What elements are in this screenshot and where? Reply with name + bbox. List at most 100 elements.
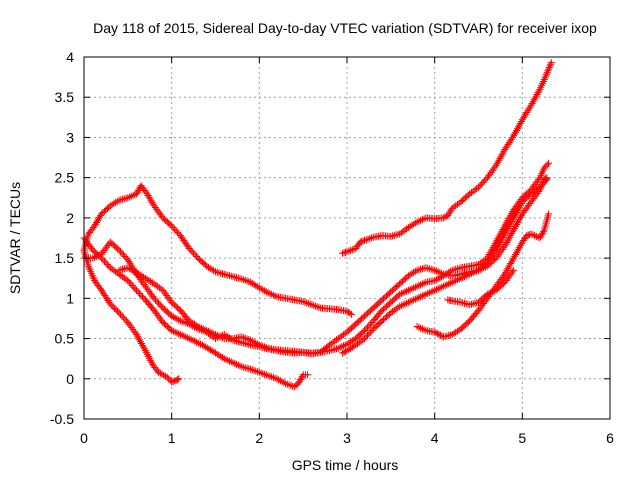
data-point-track-e bbox=[157, 285, 165, 293]
data-point-track-f bbox=[362, 333, 370, 341]
data-point-track-f bbox=[471, 268, 479, 276]
data-point-track-e bbox=[540, 164, 548, 172]
data-point-track-c bbox=[136, 290, 143, 297]
data-point-track-g bbox=[530, 96, 538, 104]
data-point-track-f bbox=[452, 277, 460, 285]
data-point-track-c bbox=[101, 257, 108, 265]
data-point-track-c bbox=[130, 283, 138, 291]
data-point-track-f bbox=[448, 278, 456, 286]
data-point-track-b bbox=[84, 262, 92, 270]
data-point-track-b bbox=[169, 378, 177, 385]
data-point-track-f bbox=[507, 219, 515, 227]
data-point-track-a bbox=[299, 298, 307, 306]
data-point-track-f bbox=[438, 283, 446, 291]
data-point-track-c bbox=[105, 262, 113, 270]
data-point-track-g bbox=[439, 214, 447, 222]
data-point-track-g bbox=[535, 87, 543, 95]
data-point-track-f bbox=[543, 175, 551, 183]
data-point-track-c bbox=[236, 362, 244, 370]
data-point-track-d bbox=[510, 226, 518, 234]
data-point-track-e bbox=[415, 282, 423, 289]
data-point-track-c bbox=[297, 374, 305, 382]
data-point-track-h bbox=[516, 242, 524, 250]
data-point-track-g bbox=[362, 236, 370, 244]
data-point-track-g bbox=[547, 60, 555, 68]
data-point-track-e bbox=[413, 282, 421, 290]
data-point-track-a bbox=[172, 227, 180, 235]
data-point-track-e bbox=[420, 279, 428, 287]
data-point-track-f bbox=[366, 328, 374, 336]
data-point-track-d bbox=[157, 302, 165, 310]
data-point-track-e bbox=[219, 334, 226, 342]
data-point-track-g bbox=[479, 179, 487, 186]
data-point-track-d bbox=[156, 301, 164, 309]
data-point-track-a bbox=[311, 302, 319, 310]
data-point-track-c bbox=[247, 365, 255, 373]
data-point-track-c bbox=[137, 291, 145, 299]
data-point-track-e bbox=[205, 327, 212, 335]
data-point-track-c bbox=[102, 259, 110, 267]
data-point-track-f bbox=[441, 282, 449, 289]
data-point-track-f bbox=[359, 336, 367, 344]
data-point-track-c bbox=[297, 376, 304, 384]
x-tick-label: 3 bbox=[343, 430, 351, 446]
data-point-track-b bbox=[117, 310, 124, 318]
data-point-track-d bbox=[431, 266, 439, 274]
data-point-track-f bbox=[410, 296, 418, 304]
data-point-track-b bbox=[136, 336, 143, 344]
data-point-track-h bbox=[418, 325, 426, 333]
data-point-track-d bbox=[117, 248, 124, 256]
data-point-track-g bbox=[545, 64, 553, 71]
data-point-track-g bbox=[528, 100, 536, 107]
data-point-track-e bbox=[401, 288, 409, 296]
data-point-track-b bbox=[111, 304, 119, 312]
y-tick-label: 2 bbox=[66, 210, 74, 226]
data-point-track-a bbox=[313, 303, 321, 311]
data-point-track-e bbox=[359, 328, 367, 336]
data-point-track-g bbox=[541, 74, 549, 82]
data-point-track-e bbox=[213, 331, 221, 339]
data-point-track-e bbox=[446, 267, 454, 275]
data-point-track-g bbox=[339, 249, 347, 257]
data-point-track-a bbox=[310, 301, 318, 309]
data-point-track-f bbox=[396, 302, 404, 310]
data-point-track-g bbox=[515, 121, 523, 129]
data-point-track-c bbox=[234, 361, 242, 369]
data-point-track-f bbox=[509, 216, 517, 224]
data-point-track-a bbox=[126, 193, 134, 201]
data-point-track-c bbox=[127, 280, 135, 288]
data-point-track-f bbox=[434, 285, 442, 293]
data-point-track-c bbox=[227, 358, 235, 366]
data-point-track-d bbox=[125, 258, 133, 265]
data-point-track-f bbox=[494, 243, 502, 250]
data-point-track-f bbox=[516, 201, 524, 209]
data-point-track-f bbox=[502, 228, 510, 236]
data-point-track-a bbox=[190, 249, 198, 257]
data-point-track-f bbox=[459, 273, 467, 281]
data-point-track-a bbox=[262, 288, 270, 296]
data-point-track-e bbox=[240, 334, 248, 342]
x-tick-label: 1 bbox=[168, 430, 176, 446]
data-point-track-a bbox=[243, 277, 251, 285]
data-point-track-h bbox=[501, 270, 509, 278]
data-point-track-g bbox=[445, 210, 453, 218]
data-point-track-g bbox=[447, 206, 455, 214]
data-point-track-a bbox=[188, 248, 196, 256]
data-point-track-a bbox=[268, 290, 276, 298]
data-point-track-e bbox=[131, 268, 139, 276]
data-point-track-f bbox=[397, 302, 405, 310]
data-point-track-h bbox=[435, 331, 443, 338]
data-point-track-f bbox=[404, 298, 412, 306]
data-point-track-a bbox=[346, 309, 354, 317]
data-point-track-h bbox=[545, 210, 553, 218]
data-point-track-a bbox=[191, 251, 199, 259]
data-point-track-c bbox=[262, 371, 270, 379]
data-point-track-a bbox=[210, 267, 218, 275]
data-point-track-g bbox=[368, 234, 375, 242]
data-point-track-g bbox=[418, 216, 426, 223]
data-points-layer bbox=[80, 59, 555, 391]
data-point-track-d bbox=[115, 246, 123, 254]
data-point-track-h bbox=[415, 323, 423, 331]
